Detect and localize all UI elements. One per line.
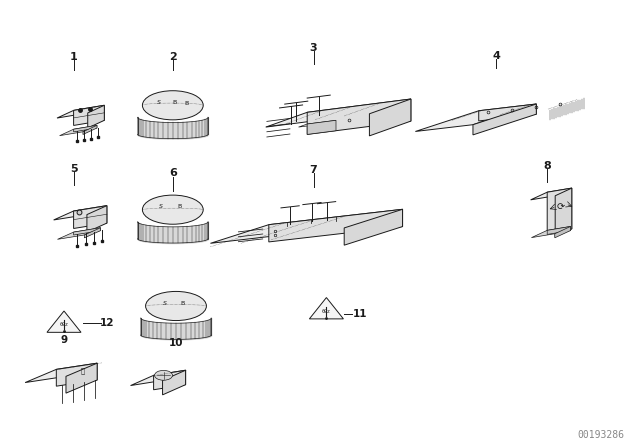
- Ellipse shape: [143, 195, 204, 224]
- Ellipse shape: [143, 90, 204, 120]
- Polygon shape: [54, 206, 107, 220]
- Polygon shape: [266, 99, 411, 127]
- Text: B: B: [180, 301, 184, 306]
- Polygon shape: [344, 209, 403, 245]
- Text: 10: 10: [169, 338, 183, 348]
- Polygon shape: [58, 228, 100, 239]
- Polygon shape: [307, 99, 411, 134]
- Ellipse shape: [155, 370, 173, 380]
- Polygon shape: [415, 104, 536, 131]
- Polygon shape: [298, 121, 336, 127]
- Polygon shape: [84, 228, 100, 238]
- Text: 6: 6: [169, 168, 177, 178]
- Text: 9: 9: [60, 336, 68, 345]
- Text: B: B: [185, 100, 189, 106]
- Polygon shape: [555, 188, 572, 237]
- Polygon shape: [83, 125, 97, 134]
- Text: 1: 1: [70, 52, 77, 62]
- Polygon shape: [473, 104, 536, 135]
- Polygon shape: [57, 105, 104, 118]
- Text: 69z: 69z: [322, 309, 331, 314]
- Polygon shape: [307, 121, 336, 134]
- Polygon shape: [479, 104, 536, 121]
- Text: 5: 5: [70, 164, 77, 174]
- Polygon shape: [531, 226, 570, 237]
- Polygon shape: [131, 370, 186, 386]
- Text: S: S: [159, 204, 163, 210]
- Text: 12: 12: [100, 319, 115, 328]
- Ellipse shape: [146, 292, 206, 321]
- Text: 3: 3: [310, 43, 317, 53]
- Polygon shape: [74, 228, 100, 235]
- Polygon shape: [56, 363, 97, 386]
- Text: 69z: 69z: [60, 322, 68, 327]
- Text: 2: 2: [169, 52, 177, 62]
- Text: ⟳: ⟳: [557, 202, 565, 212]
- Text: S: S: [157, 99, 161, 105]
- Polygon shape: [547, 226, 570, 234]
- Polygon shape: [74, 125, 97, 132]
- Text: 7: 7: [310, 165, 317, 175]
- Polygon shape: [555, 226, 570, 238]
- Polygon shape: [547, 188, 572, 233]
- Text: B: B: [177, 204, 181, 210]
- Polygon shape: [74, 105, 104, 125]
- Polygon shape: [87, 206, 107, 232]
- Polygon shape: [25, 363, 97, 383]
- Polygon shape: [211, 209, 403, 243]
- Text: 00193286: 00193286: [577, 430, 624, 440]
- Polygon shape: [88, 105, 104, 128]
- Polygon shape: [531, 188, 572, 200]
- Polygon shape: [154, 370, 186, 390]
- Text: B: B: [172, 99, 176, 105]
- Text: 11: 11: [353, 309, 367, 319]
- Text: 8: 8: [543, 161, 551, 171]
- Polygon shape: [309, 297, 344, 319]
- Text: 4: 4: [492, 51, 500, 60]
- Polygon shape: [74, 206, 107, 228]
- Polygon shape: [60, 125, 97, 136]
- Polygon shape: [47, 311, 81, 332]
- Polygon shape: [66, 363, 97, 393]
- Text: S: S: [163, 301, 166, 306]
- Polygon shape: [369, 99, 411, 136]
- Polygon shape: [163, 370, 186, 395]
- Text: ⟂: ⟂: [80, 368, 84, 375]
- Polygon shape: [269, 209, 403, 242]
